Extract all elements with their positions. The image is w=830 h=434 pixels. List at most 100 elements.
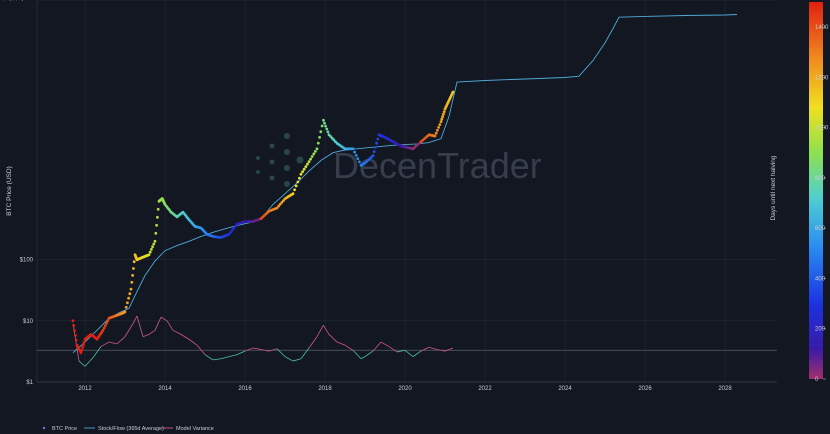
btc-price-point [326, 130, 330, 134]
btc-price-point [130, 280, 134, 284]
btc-price-point [72, 324, 76, 328]
btc-price-point [371, 154, 375, 158]
btc-price-point [106, 319, 110, 323]
model-variance-segment [420, 346, 430, 352]
model-variance-segment [300, 347, 310, 359]
watermark-group: DecenTrader [256, 133, 542, 187]
btc-price-point [155, 223, 159, 227]
btc-price-point [153, 239, 157, 243]
model-variance-segment [116, 336, 126, 345]
model-variance-segment [323, 324, 330, 335]
colorbar-ticks: 0 200 400 600 800 1000 1200 1400 [815, 25, 829, 383]
btc-price-point [299, 172, 303, 176]
model-variance-segment [252, 347, 262, 350]
btc-price-point [433, 134, 437, 138]
watermark-text: DecenTrader [333, 145, 542, 186]
y-axis-title: BTC Price (USD) [6, 166, 13, 215]
btc-price-point [282, 199, 285, 203]
model-variance-segment [228, 354, 238, 358]
model-variance-segment [344, 344, 354, 351]
legend-swatch-btc-price [42, 426, 46, 430]
btc-price-point [374, 146, 377, 149]
btc-price-point [439, 120, 443, 124]
btc-price-point [310, 155, 314, 158]
x-tick-label: 2026 [638, 386, 652, 392]
model-variance-segment [412, 350, 422, 357]
btc-price-point [152, 242, 156, 246]
btc-price-point [154, 231, 158, 235]
btc-price-point [102, 326, 106, 330]
x-tick-label: 2020 [398, 386, 412, 392]
colorbar-tick-label: 1200 [815, 75, 829, 81]
btc-price-point [298, 176, 301, 180]
btc-price-point [132, 267, 135, 270]
model-variance-segment [148, 329, 156, 335]
btc-price-point [320, 124, 324, 128]
btc-price-point [234, 224, 237, 228]
model-variance-segment [72, 323, 80, 362]
btc-price-point [127, 296, 130, 300]
model-variance-segment [154, 316, 162, 331]
btc-price-point [356, 157, 360, 161]
y-tick-label: $10 [23, 319, 34, 325]
colorbar-tick-label: 400 [815, 276, 826, 282]
model-variance-segment [380, 341, 390, 347]
watermark-logo-icon [256, 133, 304, 187]
btc-price-point [82, 343, 85, 347]
btc-price-point [351, 147, 355, 151]
model-variance-segment [166, 320, 174, 331]
x-tick-label: 2018 [318, 386, 332, 392]
btc-price-point [441, 115, 444, 119]
colorbar-tick-label: 600 [815, 226, 826, 232]
btc-price-point [318, 136, 321, 139]
btc-price-point [296, 180, 300, 184]
x-tick-label: 2024 [558, 386, 572, 392]
btc-price-point [278, 202, 282, 206]
legend-item-btc-price: BTC Price [42, 426, 77, 432]
colorbar-gradient [809, 2, 823, 379]
model-variance-segment [364, 350, 374, 357]
model-variance-segment [172, 329, 182, 335]
btc-price-point [280, 201, 284, 204]
btc-price-point [436, 128, 439, 132]
btc-price-point [309, 157, 312, 161]
btc-price-point [79, 351, 83, 355]
btc-price-point [148, 250, 152, 254]
model-variance-segment [276, 348, 286, 357]
btc-price-point [319, 130, 323, 134]
x-tick-label: 2012 [78, 386, 92, 392]
btc-price-point [104, 324, 107, 327]
model-variance-segment [360, 356, 366, 360]
y-tick-label: $100 [20, 258, 34, 264]
y-tick-label: $1,000 [15, 0, 34, 2]
btc-price-point [440, 117, 444, 121]
btc-price-point [372, 150, 376, 154]
model-variance-segment [404, 349, 414, 357]
legend: BTC Price Stock/Flow (365d Average) Mode… [42, 426, 214, 432]
colorbar: 0 200 400 600 800 1000 1200 1400 [809, 2, 829, 383]
btc-price-point [358, 160, 361, 164]
btc-price-series [71, 90, 455, 355]
btc-price-point [304, 165, 308, 169]
model-variance-segment [328, 334, 338, 343]
btc-price-point [82, 340, 86, 344]
model-variance-segment [188, 338, 198, 346]
btc-price-point [293, 188, 296, 192]
colorbar-tick-label: 0 [815, 377, 819, 383]
btc-price-point [306, 162, 309, 166]
stock-flow-line [72, 14, 738, 354]
btc-price-point [131, 274, 135, 277]
model-variance-segment [436, 349, 446, 352]
model-variance-segment [124, 323, 134, 337]
legend-item-stock-flow: Stock/Flow (365d Average) [84, 426, 164, 432]
btc-price-point [354, 154, 358, 157]
btc-price-point [375, 141, 378, 145]
colorbar-tick-label: 1000 [815, 126, 829, 132]
x-axis-ticks: 2012 2014 2016 2018 2020 2022 2024 2026 2028 [78, 386, 732, 392]
model-variance-segment [260, 349, 270, 352]
model-variance-segment [136, 315, 144, 337]
model-variance-segment [100, 341, 110, 347]
model-variance-segment [132, 315, 138, 324]
model-variance-segment [396, 349, 406, 353]
model-variance-segment [316, 324, 324, 337]
